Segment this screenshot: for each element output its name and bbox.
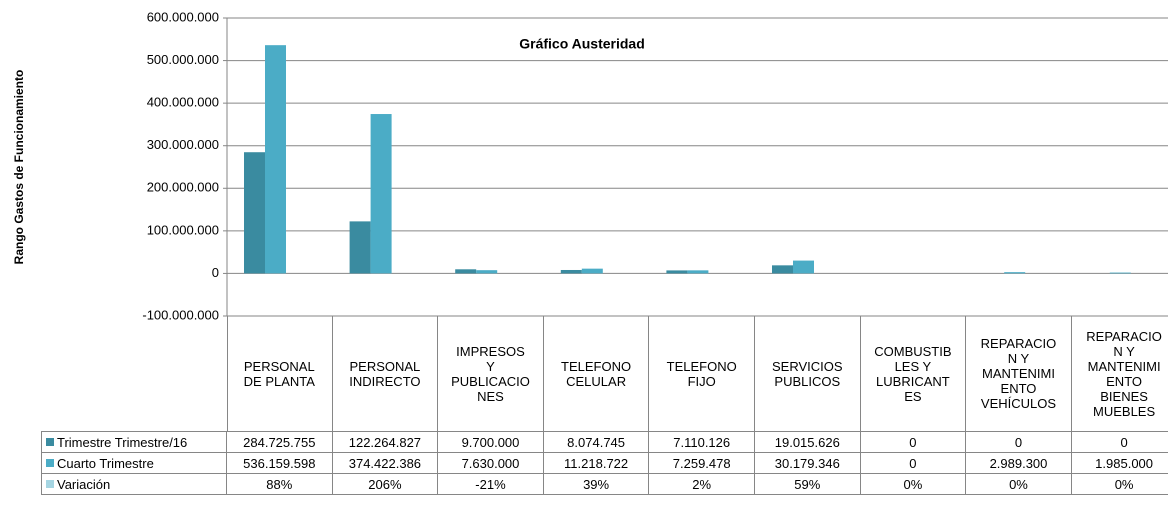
data-table-value: 206%: [332, 474, 439, 495]
legend-entry: Cuarto Trimestre: [41, 453, 227, 474]
legend-label: Variación: [57, 476, 111, 492]
data-table-value: 122.264.827: [332, 432, 439, 453]
bar: [1109, 272, 1131, 274]
table-left-border: [227, 316, 228, 432]
category-label: TELEFONO FIJO: [649, 316, 755, 432]
data-table-value: 0%: [860, 474, 967, 495]
data-table-value: 374.422.386: [332, 453, 439, 474]
y-tick-label: 200.000.000: [147, 180, 219, 195]
data-table-value: 30.179.346: [755, 453, 861, 474]
legend-label: Trimestre Trimestre/16: [57, 434, 188, 450]
chart-title: Gráfico Austeridad: [519, 36, 645, 52]
category-label: COMBUSTIBLES Y LUBRICANTES: [860, 316, 967, 432]
y-tick-label: 300.000.000: [147, 137, 219, 152]
data-table-value: 0: [860, 453, 967, 474]
data-table-value: 2.989.300: [966, 453, 1072, 474]
legend-top-border: [41, 431, 227, 432]
data-table-value: 284.725.755: [227, 432, 333, 453]
y-tick-label: 400.000.000: [147, 95, 219, 110]
category-label: PERSONAL DE PLANTA: [227, 316, 333, 432]
legend-key: [46, 480, 54, 488]
y-tick-label: 0: [212, 265, 219, 280]
bar: [455, 269, 477, 274]
legend-entry: Trimestre Trimestre/16: [41, 432, 227, 453]
data-table-value: 7.630.000: [438, 453, 544, 474]
y-tick-label: 100.000.000: [147, 222, 219, 237]
legend-key: [46, 438, 54, 446]
bar: [793, 260, 814, 274]
data-table-value: 536.159.598: [227, 453, 333, 474]
category-label: REPARACION Y MANTENIMIENTO VEHÍCULOS: [966, 316, 1072, 432]
category-label: TELEFONO CELULAR: [543, 316, 650, 432]
bar: [560, 269, 582, 274]
bar: [666, 270, 688, 274]
bar: [581, 268, 603, 274]
legend-key: [46, 459, 54, 467]
legend-entry: Variación: [41, 474, 227, 495]
data-table-value: 0%: [966, 474, 1072, 495]
bar: [370, 114, 392, 274]
category-label: PERSONAL INDIRECTO: [332, 316, 439, 432]
data-table-value: 11.218.722: [543, 453, 650, 474]
bar: [265, 45, 286, 274]
data-table-value: 59%: [755, 474, 861, 495]
data-table-value: 2%: [649, 474, 755, 495]
data-table-value: 0: [1071, 432, 1168, 453]
data-table-value: 7.259.478: [649, 453, 755, 474]
data-table-value: 8.074.745: [543, 432, 650, 453]
category-label: REPARACION Y MANTENIMIENTO BIENES MUEBLE…: [1071, 316, 1168, 432]
y-tick-label: -100.000.000: [142, 307, 219, 322]
category-label: SERVICIOS PUBLICOS: [755, 316, 861, 432]
data-table-value: 1.985.000: [1071, 453, 1168, 474]
bar: [1004, 272, 1026, 274]
data-table-value: 7.110.126: [649, 432, 755, 453]
bar: [244, 152, 265, 274]
bar: [476, 270, 498, 274]
bar: [772, 265, 793, 274]
data-table-value: 0: [966, 432, 1072, 453]
bar: [687, 270, 709, 274]
y-axis-label: Rango Gastos de Funcionamiento: [12, 70, 26, 265]
bar: [349, 221, 371, 274]
data-table-value: 0: [860, 432, 967, 453]
legend-label: Cuarto Trimestre: [57, 455, 154, 471]
y-tick-label: 600.000.000: [147, 9, 219, 24]
category-label: IMPRESOS Y PUBLICACIONES: [438, 316, 544, 432]
data-table-value: 39%: [543, 474, 650, 495]
data-table-value: 19.015.626: [755, 432, 861, 453]
y-tick-label: 500.000.000: [147, 52, 219, 67]
data-table-value: 88%: [227, 474, 333, 495]
data-table-value: 9.700.000: [438, 432, 544, 453]
data-table-value: 0%: [1071, 474, 1168, 495]
data-table-value: -21%: [438, 474, 544, 495]
